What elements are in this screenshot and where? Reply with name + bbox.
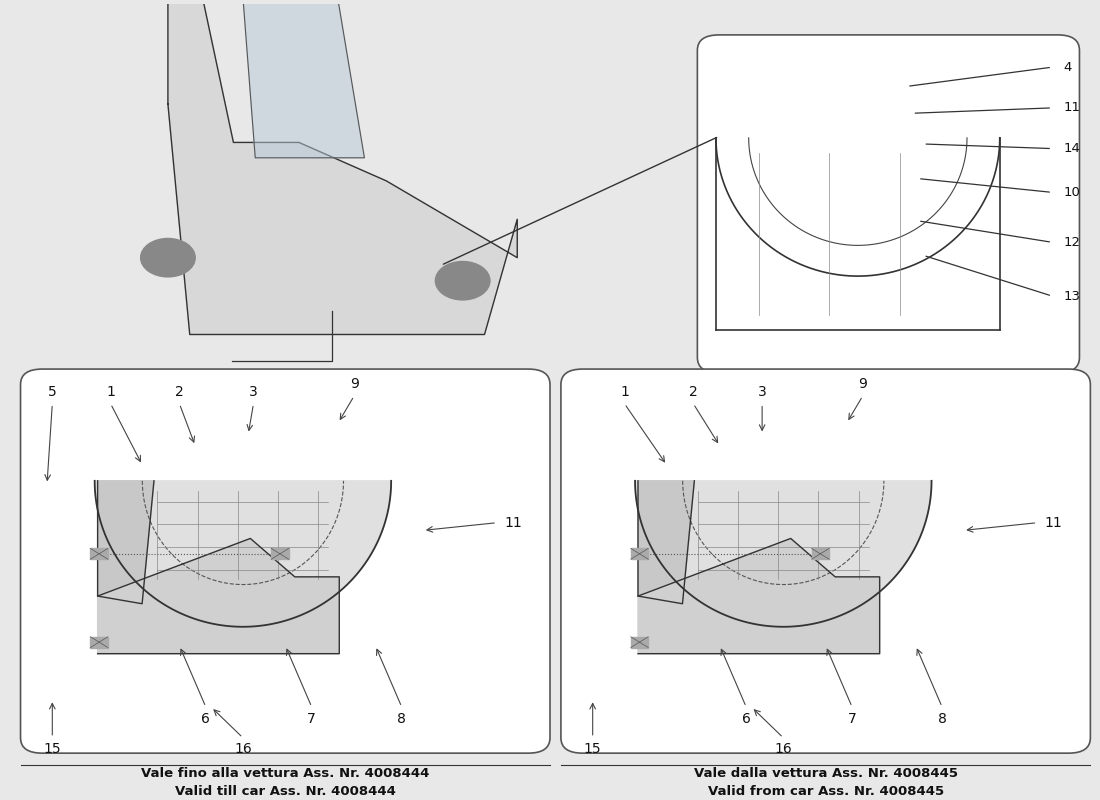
Text: 10: 10 <box>1063 186 1080 199</box>
Text: Vale fino alla vettura Ass. Nr. 4008444: Vale fino alla vettura Ass. Nr. 4008444 <box>141 767 429 780</box>
Text: 3: 3 <box>249 385 257 399</box>
Polygon shape <box>98 481 154 604</box>
Text: 11: 11 <box>1063 102 1080 114</box>
Text: 7: 7 <box>848 711 857 726</box>
Text: 2: 2 <box>689 385 697 399</box>
Text: 13: 13 <box>1063 290 1080 302</box>
Polygon shape <box>635 481 932 626</box>
Polygon shape <box>98 538 339 654</box>
Text: 5: 5 <box>48 385 57 399</box>
Bar <box>812 549 829 559</box>
FancyBboxPatch shape <box>561 369 1090 753</box>
Circle shape <box>141 238 195 277</box>
Polygon shape <box>95 481 392 626</box>
Polygon shape <box>168 0 517 334</box>
Text: 6: 6 <box>741 711 750 726</box>
Text: Valid from car Ass. Nr. 4008445: Valid from car Ass. Nr. 4008445 <box>707 786 944 798</box>
Text: 7: 7 <box>307 711 316 726</box>
Polygon shape <box>233 0 364 158</box>
Text: 11: 11 <box>1044 516 1063 530</box>
Bar <box>90 549 108 559</box>
Bar <box>90 637 108 647</box>
Text: 1: 1 <box>620 385 629 399</box>
Text: 2: 2 <box>175 385 184 399</box>
Polygon shape <box>638 538 880 654</box>
Text: 1: 1 <box>106 385 116 399</box>
Text: 15: 15 <box>584 742 602 756</box>
Text: Vale dalla vettura Ass. Nr. 4008445: Vale dalla vettura Ass. Nr. 4008445 <box>694 767 958 780</box>
Text: 12: 12 <box>1063 236 1080 249</box>
Bar <box>630 549 648 559</box>
Text: 16: 16 <box>234 742 252 756</box>
Text: 3: 3 <box>758 385 767 399</box>
Text: 4: 4 <box>1063 61 1071 74</box>
Text: 16: 16 <box>774 742 792 756</box>
Text: Valid till car Ass. Nr. 4008444: Valid till car Ass. Nr. 4008444 <box>175 786 396 798</box>
Bar <box>630 637 648 647</box>
Text: 8: 8 <box>937 711 947 726</box>
Text: 9: 9 <box>350 378 359 391</box>
Circle shape <box>436 262 490 300</box>
Text: 8: 8 <box>397 711 406 726</box>
Text: 14: 14 <box>1063 142 1080 155</box>
Text: 15: 15 <box>44 742 62 756</box>
Text: 11: 11 <box>504 516 521 530</box>
Text: 6: 6 <box>201 711 210 726</box>
FancyBboxPatch shape <box>21 369 550 753</box>
Text: 9: 9 <box>858 378 867 391</box>
Bar <box>272 549 288 559</box>
Polygon shape <box>638 481 694 604</box>
FancyBboxPatch shape <box>697 35 1079 373</box>
